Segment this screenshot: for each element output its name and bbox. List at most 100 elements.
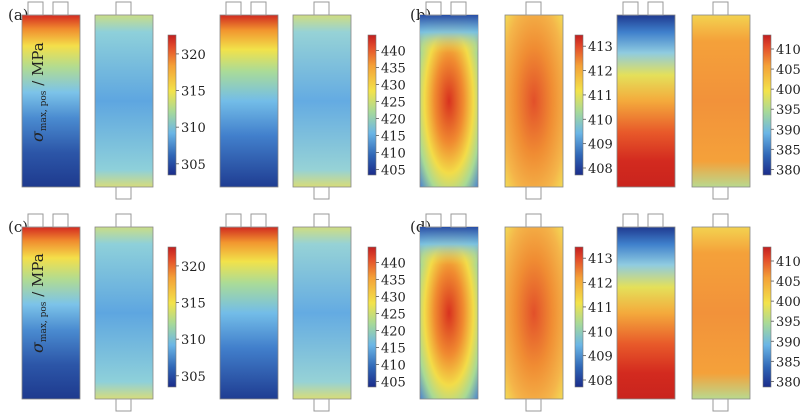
colorbar-tick-label: 410 bbox=[776, 43, 800, 58]
specimen-tab bbox=[622, 213, 639, 228]
specimen-tab bbox=[425, 1, 442, 16]
colorbar-tick-label: 412 bbox=[588, 65, 613, 80]
specimen-tab bbox=[115, 186, 132, 200]
specimen-tab bbox=[225, 213, 242, 228]
specimen-tab bbox=[250, 213, 267, 228]
colorbar-tick-label: 315 bbox=[181, 297, 206, 312]
colorbar-tick-label: 400 bbox=[776, 295, 800, 310]
specimen-tab bbox=[115, 1, 132, 16]
y-axis-symbol: σ bbox=[28, 342, 47, 353]
stress-contour-map bbox=[691, 226, 751, 400]
colorbar-tick-label: 413 bbox=[588, 252, 613, 267]
colorbar bbox=[167, 246, 177, 388]
specimen-tab bbox=[115, 213, 132, 228]
stress-contour-map bbox=[292, 14, 352, 188]
specimen-tab bbox=[250, 1, 267, 16]
y-axis-subscript: max, pos bbox=[39, 90, 49, 132]
colorbar-tick-label: 410 bbox=[776, 255, 800, 270]
stress-contour-map bbox=[219, 14, 279, 188]
colorbar-tick-label: 410 bbox=[588, 325, 613, 340]
colorbar-tick-label: 435 bbox=[381, 61, 406, 76]
colorbar-tick-label: 395 bbox=[776, 103, 800, 118]
specimen-tab bbox=[52, 1, 69, 16]
colorbar-tick-label: 320 bbox=[181, 260, 206, 275]
colorbar bbox=[762, 246, 772, 388]
colorbar-tick-label: 412 bbox=[588, 277, 613, 292]
colorbar-tick-label: 395 bbox=[776, 315, 800, 330]
colorbar-tick-label: 410 bbox=[588, 113, 613, 128]
stress-contour-map bbox=[504, 14, 564, 188]
colorbar-tick-label: 305 bbox=[181, 370, 206, 385]
specimen-tab bbox=[313, 1, 330, 16]
colorbar-tick-label: 385 bbox=[776, 143, 800, 158]
colorbar bbox=[762, 34, 772, 176]
specimen-tab bbox=[27, 213, 44, 228]
colorbar-tick-label: 320 bbox=[181, 48, 206, 63]
specimen-tab bbox=[622, 1, 639, 16]
stress-contour-map bbox=[94, 14, 154, 188]
colorbar-tick-label: 415 bbox=[381, 129, 406, 144]
colorbar bbox=[367, 246, 377, 388]
specimen-tab bbox=[313, 213, 330, 228]
specimen-tab bbox=[525, 1, 542, 16]
colorbar-tick-label: 440 bbox=[381, 44, 406, 59]
colorbar-tick-label: 408 bbox=[588, 374, 613, 389]
specimen-tab bbox=[225, 1, 242, 16]
specimen-tab bbox=[27, 1, 44, 16]
panel-d: (d)4134124114104094084104054003953903853… bbox=[410, 218, 800, 400]
y-axis-label-top: σmax, pos / MPa bbox=[28, 42, 49, 142]
stress-contour-map bbox=[94, 226, 154, 400]
colorbar-tick-label: 400 bbox=[776, 83, 800, 98]
colorbar-tick-label: 410 bbox=[381, 146, 406, 161]
specimen-tab bbox=[450, 1, 467, 16]
specimen-tab bbox=[712, 398, 729, 412]
y-axis-label-bottom: σmax, pos / MPa bbox=[28, 253, 49, 353]
specimen-tab bbox=[525, 186, 542, 200]
colorbar-tick-label: 385 bbox=[776, 355, 800, 370]
colorbar-tick-label: 405 bbox=[381, 375, 406, 390]
colorbar-tick-label: 390 bbox=[776, 335, 800, 350]
colorbar-tick-label: 420 bbox=[381, 112, 406, 127]
colorbar-tick-label: 380 bbox=[776, 163, 800, 178]
specimen-tab bbox=[450, 213, 467, 228]
colorbar-tick-label: 390 bbox=[776, 123, 800, 138]
stress-contour-map bbox=[219, 226, 279, 400]
y-axis-unit: / MPa bbox=[29, 253, 47, 302]
specimen-tab bbox=[712, 1, 729, 16]
colorbar-tick-label: 408 bbox=[588, 162, 613, 177]
panels-layer: (a)320315310305440435430425420415410405(… bbox=[8, 1, 800, 412]
colorbar-tick-label: 305 bbox=[181, 158, 206, 173]
specimen-tab bbox=[425, 213, 442, 228]
specimen-tab bbox=[525, 213, 542, 228]
colorbar-tick-label: 425 bbox=[381, 307, 406, 322]
stress-contour-overlay bbox=[420, 15, 478, 187]
specimen-tab bbox=[52, 213, 69, 228]
colorbar-tick-label: 409 bbox=[588, 350, 613, 365]
colorbar-tick-label: 430 bbox=[381, 78, 406, 93]
y-axis-symbol: σ bbox=[28, 131, 47, 142]
specimen-tab bbox=[313, 398, 330, 412]
stress-contour-map bbox=[691, 14, 751, 188]
stress-contour-map bbox=[21, 226, 81, 400]
stress-contour-map bbox=[21, 14, 81, 188]
colorbar-tick-label: 440 bbox=[381, 256, 406, 271]
specimen-tab bbox=[647, 1, 664, 16]
stress-contour-map bbox=[616, 14, 676, 188]
colorbar bbox=[574, 34, 584, 176]
colorbar-tick-label: 411 bbox=[588, 301, 613, 316]
stress-contour-map bbox=[504, 226, 564, 400]
specimen-tab bbox=[525, 398, 542, 412]
stress-contour-map bbox=[292, 226, 352, 400]
colorbar-tick-label: 415 bbox=[381, 341, 406, 356]
stress-contour-map bbox=[616, 226, 676, 400]
colorbar-tick-label: 430 bbox=[381, 290, 406, 305]
colorbar-tick-label: 425 bbox=[381, 95, 406, 110]
specimen-tab bbox=[712, 213, 729, 228]
colorbar-tick-label: 420 bbox=[381, 324, 406, 339]
colorbar-tick-label: 405 bbox=[381, 163, 406, 178]
y-axis-subscript: max, pos bbox=[39, 301, 49, 343]
colorbar-tick-label: 310 bbox=[181, 333, 206, 348]
